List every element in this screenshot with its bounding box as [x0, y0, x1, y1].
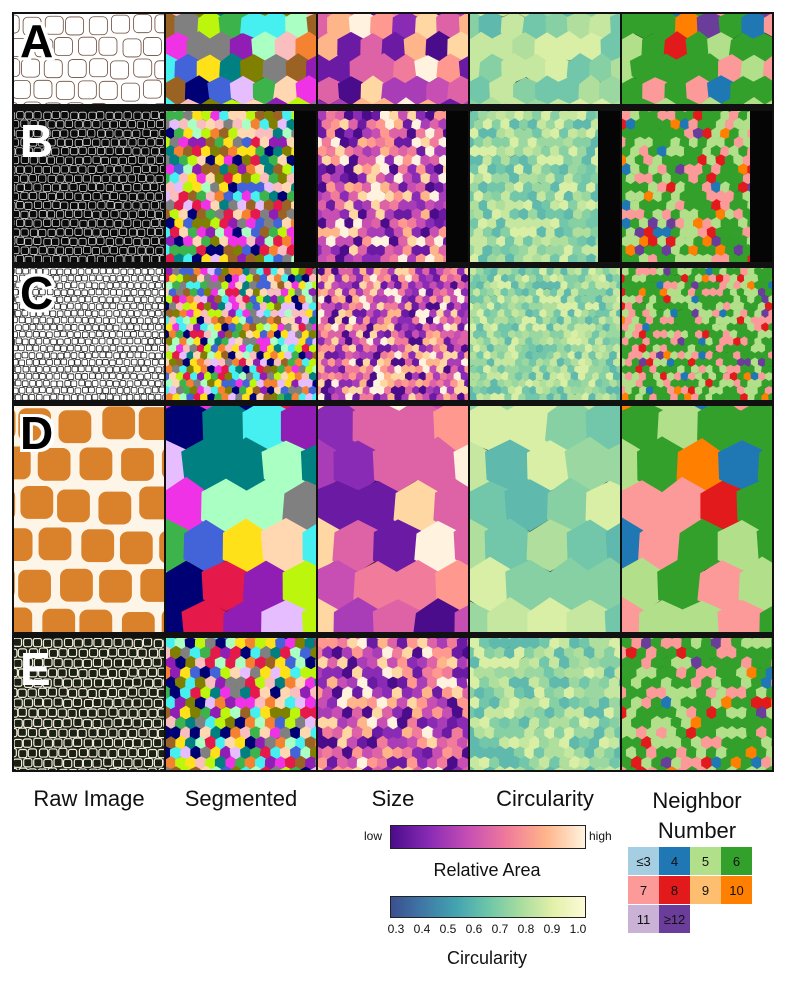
column-label-neighbor-line1: Neighbor [652, 788, 742, 813]
neighbor-legend-swatch: 6 [721, 847, 752, 875]
circularity-tick-label: 0.4 [413, 922, 431, 936]
panel-b-4 [470, 111, 620, 262]
circularity-tick-label: 0.8 [517, 922, 535, 936]
neighbor-legend-swatch: 11 [628, 905, 659, 933]
panel-b-5 [622, 111, 772, 262]
column-label-neighbor-line2: Number [657, 818, 737, 843]
neighbor-legend-swatch: 9 [690, 876, 721, 904]
neighbor-legend-swatch: 8 [659, 876, 690, 904]
panel-d-5 [622, 406, 772, 632]
neighbor-legend-swatch: 5 [690, 847, 721, 875]
neighbor-legend-swatch: ≤3 [628, 847, 659, 875]
neighbor-legend-swatch: 7 [628, 876, 659, 904]
circularity-tick-label: 1.0 [569, 922, 587, 936]
neighbor-legend-swatch: 10 [721, 876, 752, 904]
figure-panels [12, 12, 774, 772]
panel-d-3 [318, 406, 468, 632]
column-label-neighbor-number: Neighbor Number [622, 786, 772, 846]
row-label-b: B [20, 115, 54, 167]
figure-grid: A B C D E [12, 12, 774, 772]
panel-d-1 [14, 406, 164, 632]
circularity-colorbar [390, 896, 586, 918]
panel-e-2 [166, 638, 316, 770]
column-label-raw-image: Raw Image [33, 786, 145, 811]
panel-a-4 [470, 14, 620, 104]
column-label-segmented: Segmented [184, 786, 298, 811]
column-label-size: Size [371, 786, 415, 811]
row-label-c: C [20, 267, 54, 319]
circularity-tick-label: 0.9 [543, 922, 561, 936]
panel-a-5 [622, 14, 772, 104]
panel-b-2 [166, 111, 316, 262]
row-label-d: D [20, 407, 54, 459]
panel-a-3 [318, 14, 468, 104]
panel-c-5 [622, 268, 772, 400]
size-legend-low-label: low [364, 829, 383, 843]
circularity-tick-label: 0.5 [439, 922, 457, 936]
circularity-ticks: 0.3 0.4 0.5 0.6 0.7 0.8 0.9 1.0 [387, 922, 587, 938]
panel-a-2 [166, 14, 316, 104]
panel-d-2 [166, 406, 316, 632]
circularity-legend-title: Circularity [446, 948, 527, 968]
panel-c-1 [14, 268, 164, 400]
circularity-tick-label: 0.3 [387, 922, 405, 936]
circularity-tick-label: 0.6 [465, 922, 483, 936]
size-legend-high-label: high [589, 829, 612, 843]
circularity-tick-label: 0.7 [491, 922, 509, 936]
panel-c-4 [470, 268, 620, 400]
neighbor-legend-swatch: 4 [659, 847, 690, 875]
neighbor-legend-swatch: ≥12 [659, 905, 690, 933]
panel-c-2 [166, 268, 316, 400]
row-label-a: A [20, 15, 54, 67]
row-label-e: E [20, 643, 51, 695]
panel-e-1 [14, 638, 164, 770]
panel-c-3 [318, 268, 468, 400]
column-label-circularity: Circularity [496, 786, 594, 811]
size-legend-title: Relative Area [433, 860, 541, 880]
panel-e-3 [318, 638, 468, 770]
panel-e-4 [470, 638, 620, 770]
panel-d-4 [470, 406, 620, 632]
size-colorbar [390, 825, 586, 849]
panel-e-5 [622, 638, 772, 770]
panel-b-1 [14, 111, 164, 262]
panel-b-3 [318, 111, 468, 262]
panel-a-1 [14, 14, 164, 104]
